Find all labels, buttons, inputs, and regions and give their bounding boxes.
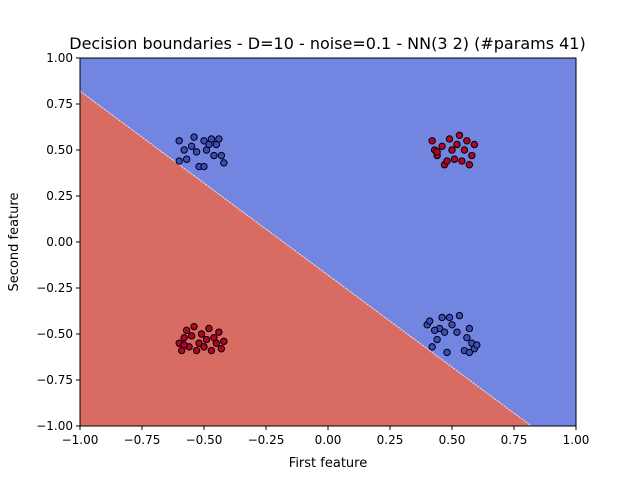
data-point-blue bbox=[465, 324, 474, 333]
data-point-red bbox=[460, 146, 469, 154]
data-point-blue bbox=[453, 328, 461, 336]
x-tick-label: 1.00 bbox=[563, 433, 590, 447]
data-point-red bbox=[217, 345, 226, 353]
data-point-blue bbox=[430, 326, 439, 335]
x-tick-label: −0.50 bbox=[186, 433, 223, 447]
data-point-red bbox=[190, 322, 198, 331]
x-tick-label: −1.00 bbox=[62, 433, 99, 447]
data-point-red bbox=[180, 333, 188, 342]
data-point-red bbox=[468, 151, 476, 160]
data-point-red bbox=[450, 155, 459, 163]
data-point-blue bbox=[438, 313, 446, 322]
data-point-blue bbox=[190, 133, 198, 141]
y-tick-label: 1.00 bbox=[46, 51, 73, 65]
data-point-blue bbox=[192, 148, 201, 156]
data-point-red bbox=[445, 135, 454, 143]
data-point-blue bbox=[220, 159, 228, 167]
y-tick-label: 0.00 bbox=[46, 235, 73, 249]
x-axis-label: First feature bbox=[289, 456, 367, 471]
data-point-red bbox=[195, 339, 203, 347]
y-tick-label: −0.75 bbox=[36, 373, 73, 387]
data-point-red bbox=[205, 324, 213, 333]
x-tick-label: 0.50 bbox=[439, 433, 466, 447]
x-tick-label: −0.25 bbox=[248, 433, 285, 447]
data-point-red bbox=[465, 161, 474, 169]
y-tick-label: 0.50 bbox=[46, 143, 73, 157]
y-axis-label: Second feature bbox=[7, 193, 22, 292]
x-tick-label: 0.75 bbox=[501, 433, 528, 447]
data-point-blue bbox=[217, 151, 226, 160]
data-point-blue bbox=[175, 137, 183, 145]
data-point-blue bbox=[175, 157, 183, 165]
data-point-red bbox=[202, 335, 211, 344]
data-point-red bbox=[197, 330, 206, 338]
data-point-red bbox=[187, 332, 196, 340]
data-point-red bbox=[443, 157, 451, 165]
data-point-red bbox=[428, 137, 436, 145]
data-point-red bbox=[212, 339, 221, 347]
data-point-blue bbox=[433, 335, 441, 344]
data-point-red bbox=[455, 131, 464, 139]
data-point-red bbox=[463, 137, 471, 145]
x-tick-label: −0.75 bbox=[124, 433, 161, 447]
data-point-red bbox=[448, 146, 456, 154]
data-point-red bbox=[220, 337, 228, 346]
x-tick-label: 0.00 bbox=[315, 433, 342, 447]
data-point-blue bbox=[443, 348, 451, 357]
data-point-blue bbox=[200, 137, 208, 145]
data-point-blue bbox=[428, 343, 436, 351]
data-point-blue bbox=[473, 341, 481, 349]
data-point-red bbox=[200, 343, 208, 351]
plot-area bbox=[79, 57, 577, 427]
data-point-red bbox=[192, 346, 201, 355]
data-point-blue bbox=[200, 162, 208, 171]
y-tick-label: −0.25 bbox=[36, 281, 73, 295]
data-point-blue bbox=[463, 333, 471, 342]
data-point-red bbox=[182, 326, 191, 335]
decision-boundary-line bbox=[79, 90, 532, 427]
data-point-blue bbox=[210, 151, 218, 160]
data-point-blue bbox=[455, 311, 464, 320]
data-point-red bbox=[207, 346, 216, 355]
data-point-blue bbox=[187, 142, 196, 151]
data-points bbox=[175, 131, 481, 357]
y-tick-label: −1.00 bbox=[36, 419, 73, 433]
data-point-blue bbox=[448, 321, 456, 329]
x-tick-label: 0.25 bbox=[377, 433, 404, 447]
data-point-blue bbox=[182, 155, 191, 163]
data-point-red bbox=[470, 140, 479, 149]
y-tick-label: −0.50 bbox=[36, 327, 73, 341]
data-point-blue bbox=[180, 146, 188, 154]
data-point-red bbox=[453, 140, 461, 149]
data-point-red bbox=[438, 142, 446, 151]
data-point-red bbox=[458, 157, 466, 165]
data-point-red bbox=[180, 341, 188, 349]
y-tick-label: 0.75 bbox=[46, 97, 73, 111]
data-point-blue bbox=[445, 313, 454, 322]
y-tick-label: 0.25 bbox=[46, 189, 73, 203]
data-point-blue bbox=[205, 140, 213, 149]
data-point-red bbox=[215, 328, 223, 336]
data-point-blue bbox=[440, 328, 449, 336]
data-point-blue bbox=[465, 348, 474, 357]
data-point-red bbox=[433, 148, 441, 156]
chart-title: Decision boundaries - D=10 - noise=0.1 -… bbox=[69, 34, 585, 53]
y-axis-ticks: −1.00 −0.75 −0.50 −0.25 0.00 0.25 0.50 0.75 1.00 bbox=[36, 51, 80, 433]
data-point-blue bbox=[215, 135, 223, 143]
data-point-blue bbox=[425, 317, 434, 325]
x-axis-ticks: −1.00 −0.75 −0.50 −0.25 0.00 0.25 0.50 0.75 1.00 bbox=[62, 426, 590, 447]
